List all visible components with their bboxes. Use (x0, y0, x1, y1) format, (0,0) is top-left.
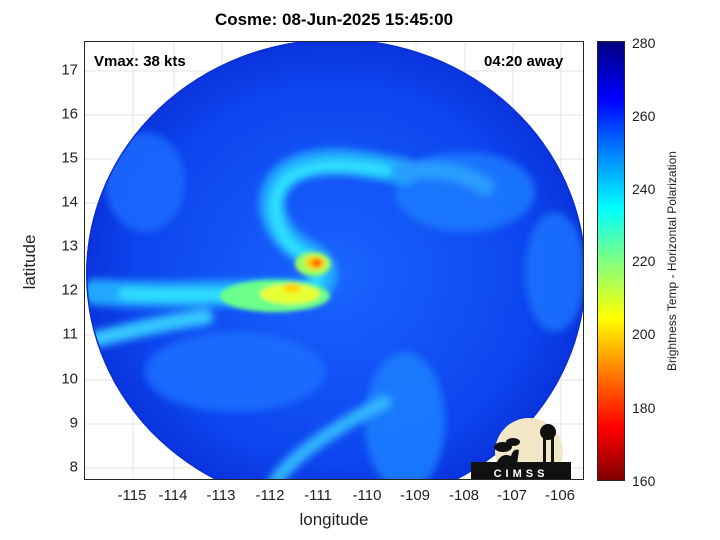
y-tick-label: 10 (61, 370, 78, 388)
x-axis-label: longitude (299, 510, 369, 529)
colorbar-tick-label: 280 (632, 35, 656, 51)
cimss-logo-text: CIMSS (494, 468, 549, 480)
y-tick-label: 9 (69, 414, 78, 432)
y-tick-label: 17 (61, 61, 78, 79)
x-tick-label: -107 (496, 487, 528, 504)
y-tick-label: 8 (69, 458, 78, 476)
colorbar-tick-label: 180 (632, 400, 656, 416)
x-tick-label: -109 (399, 487, 431, 504)
colorbar-tick-label: 200 (632, 326, 656, 342)
colorbar-label: Brightness Temp - Horizontal Polarizatio… (665, 151, 679, 371)
vmax-label: Vmax: 38 kts (94, 53, 186, 70)
x-tick-label: -113 (206, 487, 236, 504)
colorbar-tick-label: 240 (632, 181, 656, 197)
y-tick-label: 12 (61, 281, 78, 299)
y-tick-label: 11 (62, 325, 78, 343)
x-tick-label: -114 (158, 487, 188, 504)
x-tick-label: -110 (352, 487, 382, 504)
satellite-swath (86, 42, 583, 479)
y-tick-label: 14 (61, 193, 78, 211)
x-tick-label: -106 (544, 487, 576, 504)
cimss-logo: CIMSS (471, 418, 571, 480)
y-tick-label: 15 (61, 149, 78, 167)
brightness-temp-map (85, 42, 583, 479)
y-axis-label: latitude (20, 234, 39, 290)
x-tick-label: -108 (448, 487, 480, 504)
colorbar-tick-label: 160 (632, 473, 656, 489)
x-tick-label: -112 (255, 487, 285, 504)
plot-area: CIMSS (84, 41, 584, 480)
colorbar (597, 41, 625, 481)
colorbar-tick-label: 220 (632, 253, 656, 269)
time-away-label: 04:20 away (484, 53, 564, 70)
x-tick-label: -115 (117, 487, 147, 504)
map-title: Cosme: 08-Jun-2025 15:45:00 (214, 10, 454, 29)
y-tick-label: 16 (61, 105, 78, 123)
y-tick-label: 13 (61, 237, 78, 255)
colorbar-tick-label: 260 (632, 108, 656, 124)
x-tick-label: -111 (304, 487, 332, 504)
